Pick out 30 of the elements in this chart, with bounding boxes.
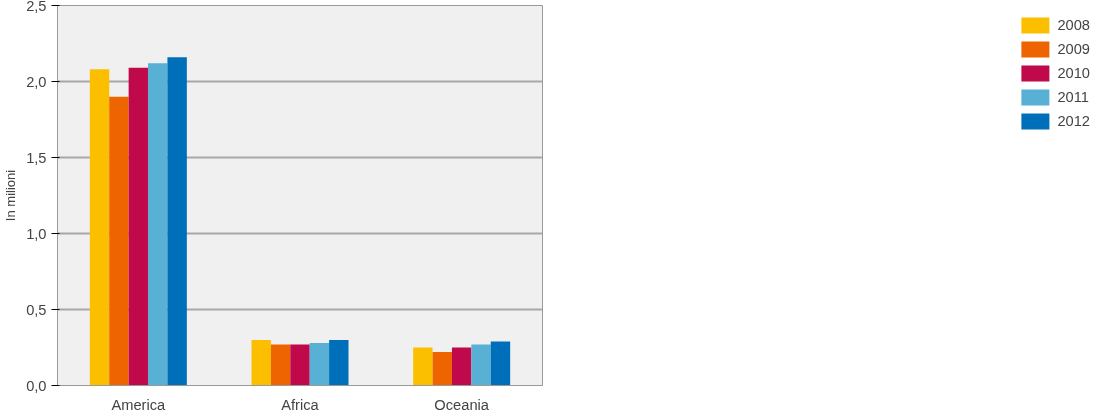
y-tick-label: 1,0: [26, 225, 47, 242]
legend-label: 2010: [1057, 65, 1090, 81]
y-tick-label: 0,0: [26, 377, 47, 394]
bar: [128, 67, 149, 386]
y-axis-title: In milioni: [3, 169, 19, 222]
y-tick-label: 0,5: [26, 301, 47, 318]
bar: [251, 339, 271, 386]
x-tick-label: Oceania: [434, 396, 490, 413]
legend-label: 2011: [1057, 89, 1089, 105]
bar: [89, 69, 110, 386]
bar: [290, 344, 310, 386]
bar: [148, 63, 168, 386]
legend-label: 2009: [1057, 41, 1090, 57]
x-tick-label: Africa: [281, 396, 320, 413]
bar: [167, 57, 187, 386]
bar: [471, 344, 491, 386]
bar: [413, 347, 433, 386]
bar: [490, 341, 511, 386]
bar: [432, 352, 452, 386]
y-tick-label: 1,5: [26, 149, 47, 166]
bar: [329, 339, 349, 386]
legend-label: 2008: [1057, 17, 1090, 33]
y-tick-label: 2,0: [26, 73, 47, 90]
bar: [109, 96, 129, 386]
x-tick-label: America: [111, 396, 167, 413]
bar: [309, 342, 330, 386]
bar: [451, 347, 472, 386]
legend-label: 2012: [1057, 113, 1090, 129]
bar: [270, 344, 291, 386]
y-tick-label: 2,5: [26, 0, 47, 14]
